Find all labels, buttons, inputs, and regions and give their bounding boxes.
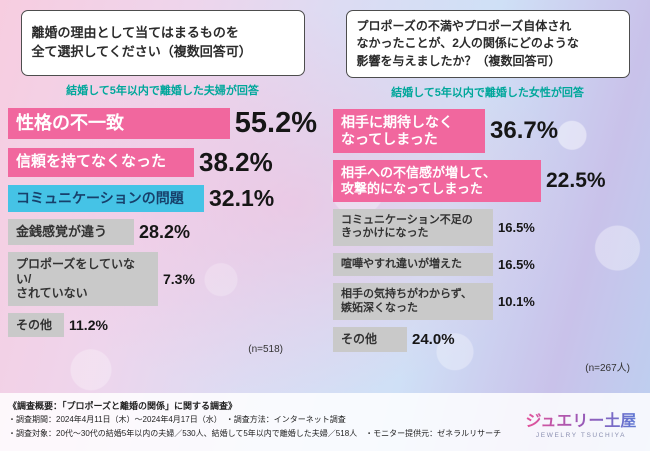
bar-value: 10.1% (498, 294, 535, 310)
bar-value: 16.5% (498, 219, 535, 235)
bar-row: 相手の気持ちがわからず、 嫉妬深くなった 10.1% (333, 283, 642, 321)
bar-value: 36.7% (490, 117, 559, 145)
bar-row: プロポーズをしていない/ されていない 7.3% (8, 251, 317, 306)
bar-list-right: 相手に期待しなく なってしまった 36.7% 相手への不信感が増して、 攻撃的に… (333, 109, 642, 352)
bar-row: 喧嘩やすれ違いが増えた 16.5% (333, 252, 642, 277)
bar-value: 55.2% (234, 107, 317, 139)
brand-name: ジュエリー土屋 (522, 407, 640, 431)
survey-overview-title: 《調査概要：「プロポーズと離婚の関係」に関する調査》 (8, 401, 238, 411)
bar-label: その他 (333, 327, 407, 352)
bar-label: プロポーズをしていない/ されていない (8, 251, 158, 306)
bar-label: コミュニケーション不足の きっかけになった (333, 209, 493, 246)
bar-value: 11.2% (69, 317, 108, 334)
bar-label: その他 (8, 312, 64, 338)
bar-row: 金銭感覚が違う 28.2% (8, 219, 317, 245)
sample-size-right: (n=267人) (585, 362, 630, 374)
survey-target-provider: ・調査対象：20代～30代の結婚5年以内の夫婦／530人、結婚して5年以内で離婚… (8, 428, 502, 438)
chart-panel-proposal-impact: プロポーズの不満やプロポーズ自体され なかったことが、2人の関係にどのような 影… (325, 0, 650, 374)
bar-row: その他 24.0% (333, 327, 642, 352)
question-box-right: プロポーズの不満やプロポーズ自体され なかったことが、2人の関係にどのような 影… (345, 10, 630, 79)
bar-value: 22.5% (546, 169, 606, 193)
question-title-left: 離婚の理由として当てはまるものを 全て選択してください（複数回答可） (31, 25, 252, 59)
sample-size-left: (n=518) (248, 344, 283, 356)
survey-overview-footer: 《調査概要：「プロポーズと離婚の関係」に関する調査》 ・調査期間：2024年4月… (0, 393, 650, 451)
bar-label: 喧嘩やすれ違いが増えた (333, 252, 493, 277)
brand-logo: ジュエリー土屋 JEWELRY TSUCHIYA (522, 407, 640, 439)
bar-row: その他 11.2% (8, 312, 317, 338)
bar-row: 相手に期待しなく なってしまった 36.7% (333, 109, 642, 154)
bar-label: 金銭感覚が違う (8, 219, 134, 245)
chart-panel-divorce-reasons: 離婚の理由として当てはまるものを 全て選択してください（複数回答可） 結婚して5… (0, 0, 325, 374)
bar-value: 38.2% (199, 147, 273, 177)
chart-columns: 離婚の理由として当てはまるものを 全て選択してください（複数回答可） 結婚して5… (0, 0, 650, 374)
respondent-note-left: 結婚して5年以内で離婚した夫婦が回答 (66, 85, 259, 97)
bar-row: コミュニケーションの問題 32.1% (8, 185, 317, 213)
bar-value: 7.3% (163, 270, 195, 287)
bar-value: 28.2% (139, 221, 191, 242)
question-box-left: 離婚の理由として当てはまるものを 全て選択してください（複数回答可） (20, 10, 305, 76)
brand-subname: JEWELRY TSUCHIYA (535, 432, 627, 439)
bar-label: 信頼を持てなくなった (8, 148, 194, 177)
bar-value: 32.1% (209, 185, 275, 212)
bar-row: 信頼を持てなくなった 38.2% (8, 147, 317, 178)
bar-label: 相手に期待しなく なってしまった (333, 109, 485, 154)
bar-label: 性格の不一致 (8, 107, 230, 140)
bar-label: 相手への不信感が増して、 攻撃的になってしまった (333, 160, 541, 203)
bar-list-left: 性格の不一致 55.2% 信頼を持てなくなった 38.2% コミュニケーションの… (8, 107, 317, 338)
respondent-note-right: 結婚して5年以内で離婚した女性が回答 (391, 87, 584, 100)
bar-row: 相手への不信感が増して、 攻撃的になってしまった 22.5% (333, 160, 642, 203)
bar-row: 性格の不一致 55.2% (8, 107, 317, 140)
bar-value: 16.5% (498, 257, 535, 273)
bar-row: コミュニケーション不足の きっかけになった 16.5% (333, 209, 642, 246)
survey-period-method: ・調査期間：2024年4月11日（木）～2024年4月17日（水） ・調査方法：… (8, 415, 346, 425)
bar-label: 相手の気持ちがわからず、 嫉妬深くなった (333, 283, 493, 321)
question-title-right: プロポーズの不満やプロポーズ自体され なかったことが、2人の関係にどのような 影… (356, 19, 579, 68)
bar-value: 24.0% (412, 330, 455, 348)
bar-label: コミュニケーションの問題 (8, 185, 204, 213)
